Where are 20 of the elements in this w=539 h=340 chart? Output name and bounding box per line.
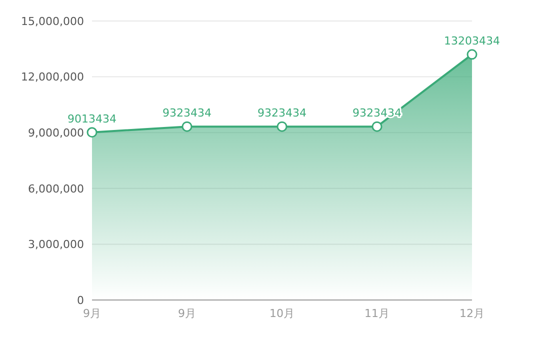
point [276,121,288,132]
data-label: 9323434 [162,106,212,120]
y-tick-label: 0 [77,294,84,307]
data-label: 13203434 [444,34,500,48]
x-tick-label: 10月 [270,307,294,320]
data-label: 9323434 [258,106,306,120]
y-tick-label: 3,000,000 [28,238,84,252]
x-tick-label: 12月 [460,307,484,320]
y-tick-label: 12,000,000 [21,70,84,84]
data-label: 9013434 [68,112,116,126]
y-tick-label: 15,000,000 [21,14,84,28]
x-tick-label: 11月 [364,307,390,320]
x-tick-label: 9月 [178,307,196,320]
point [466,49,478,60]
y-tick-label: 9,000,000 [28,126,84,140]
x-tick-label: 9月 [83,307,101,320]
point [372,121,382,132]
point [182,121,192,132]
point [86,127,98,138]
y-tick-label: 6,000,000 [28,182,84,196]
